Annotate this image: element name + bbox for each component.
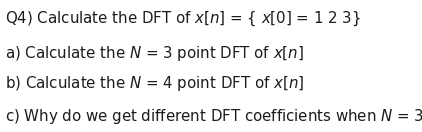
Text: a) Calculate the $N$ = 3 point DFT of $x[n]$: a) Calculate the $N$ = 3 point DFT of $x… (5, 44, 304, 63)
Text: Q4) Calculate the DFT of $x[n]$ = { $x[0]$ = 1 2 3}: Q4) Calculate the DFT of $x[n]$ = { $x[0… (5, 10, 362, 28)
Text: b) Calculate the $N$ = 4 point DFT of $x[n]$: b) Calculate the $N$ = 4 point DFT of $x… (5, 74, 305, 93)
Text: c) Why do we get different DFT coefficients when $N$ = 3 and $N$ = 4?: c) Why do we get different DFT coefficie… (5, 107, 422, 126)
